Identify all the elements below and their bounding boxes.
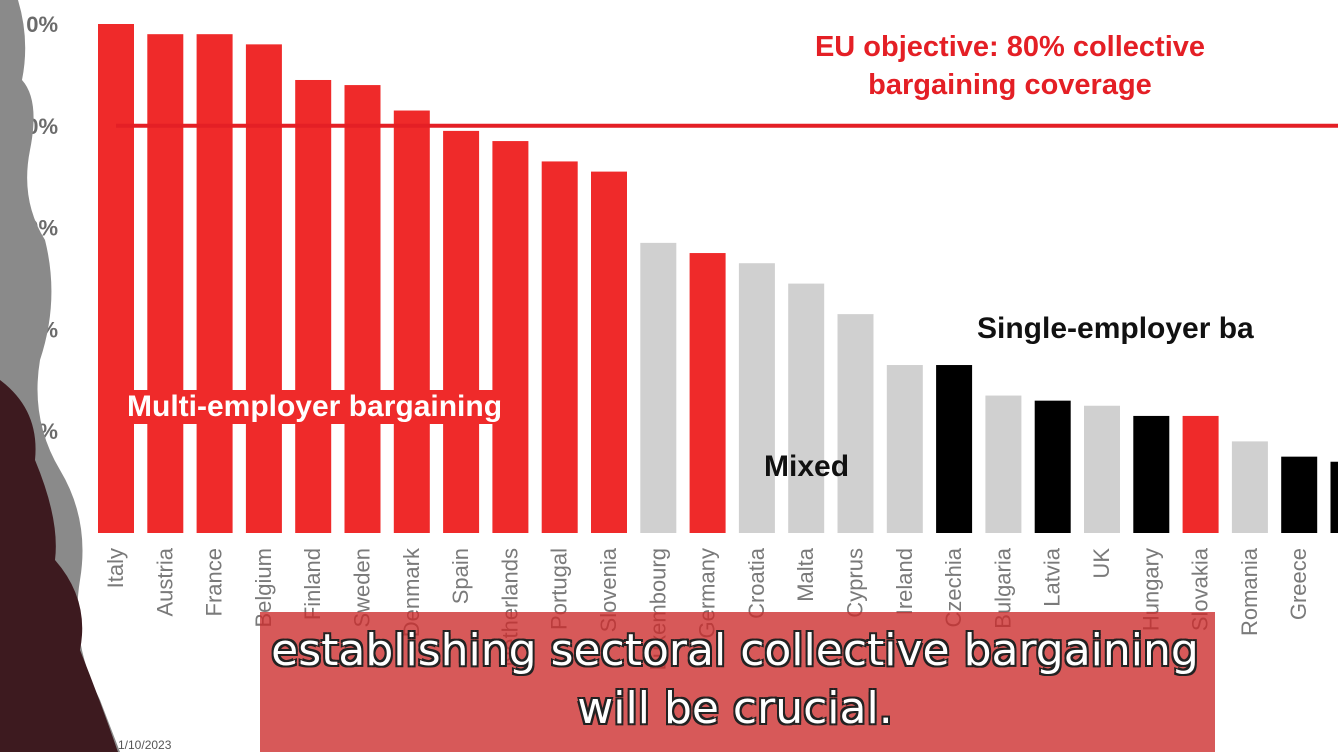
bar xyxy=(738,263,775,533)
x-tick-label: Ireland xyxy=(892,548,917,615)
single-employer-label: Single-employer ba xyxy=(977,312,1254,345)
x-tick-label: Spain xyxy=(448,548,473,604)
bar xyxy=(689,253,726,534)
bar xyxy=(98,24,134,533)
bar xyxy=(1084,405,1120,533)
x-tick-label: Greece xyxy=(1286,548,1311,620)
x-tick-label: UK xyxy=(1089,548,1114,579)
bar xyxy=(640,242,677,533)
footer-note: 1/10/2023 xyxy=(118,738,172,752)
eu-objective-label-line2: bargaining coverage xyxy=(868,69,1152,101)
bar xyxy=(147,34,184,534)
multi-employer-label: Multi-employer bargaining xyxy=(123,390,507,424)
bar xyxy=(1182,415,1219,533)
bar xyxy=(886,365,923,533)
x-tick-label: Cyprus xyxy=(843,548,868,618)
x-tick-label: Latvia xyxy=(1040,547,1065,606)
x-tick-label: Romania xyxy=(1237,547,1262,636)
bar xyxy=(443,130,480,533)
caption-line2: will be crucial. xyxy=(577,683,893,734)
x-tick-label: Austria xyxy=(152,547,177,616)
x-tick-label: France xyxy=(202,548,227,616)
x-axis-ticks: Italy Austria France Belgium Finland Sweden De… xyxy=(103,547,1311,670)
presenter-silhouette xyxy=(0,0,120,752)
eu-objective-label-line1: EU objective: 80% collective xyxy=(814,31,1206,63)
mixed-label: Mixed xyxy=(764,450,850,483)
x-tick-label: Croatia xyxy=(744,547,769,619)
caption-background xyxy=(260,612,1215,752)
bar xyxy=(344,85,381,533)
bar xyxy=(837,314,874,533)
caption-line1: establishing sectoral collective bargain… xyxy=(271,625,1199,676)
video-caption: establishing sectoral collective bargain… xyxy=(240,622,1230,738)
x-tick-label: Finland xyxy=(300,548,325,620)
bar xyxy=(985,395,1022,533)
x-tick-label: Italy xyxy=(103,548,128,588)
bar xyxy=(1133,415,1170,533)
bar xyxy=(393,110,430,533)
bar xyxy=(591,171,627,534)
bar xyxy=(295,79,332,534)
bar xyxy=(788,283,825,533)
bar xyxy=(1231,441,1268,533)
x-tick-label: Malta xyxy=(793,547,818,602)
y-tick-label: 0% xyxy=(26,12,58,37)
bar xyxy=(245,44,282,534)
eu-objective-label: EU objective: 80% collective bargaining … xyxy=(700,28,1320,104)
bar xyxy=(196,34,233,534)
bar xyxy=(1034,400,1071,533)
bar xyxy=(936,365,973,533)
bar xyxy=(541,161,578,533)
bar xyxy=(1281,456,1318,533)
bar xyxy=(1330,461,1338,533)
bar xyxy=(492,141,529,533)
